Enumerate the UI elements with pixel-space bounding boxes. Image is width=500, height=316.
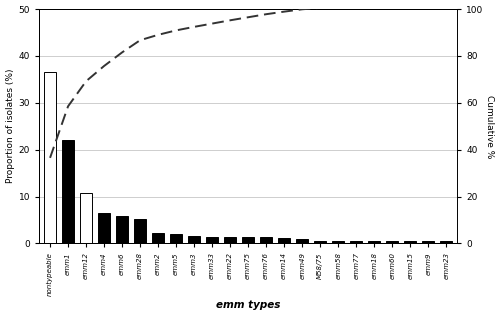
Bar bbox=[206, 237, 218, 243]
Bar bbox=[404, 241, 416, 243]
Bar bbox=[242, 237, 254, 243]
Y-axis label: Cumulative %: Cumulative % bbox=[486, 94, 494, 158]
Bar bbox=[296, 239, 308, 243]
Bar bbox=[62, 140, 74, 243]
Bar bbox=[44, 72, 56, 243]
Bar bbox=[440, 241, 452, 243]
Bar bbox=[260, 237, 272, 243]
Bar bbox=[224, 237, 236, 243]
Bar bbox=[314, 240, 326, 243]
Bar bbox=[188, 236, 200, 243]
X-axis label: emm types: emm types bbox=[216, 301, 280, 310]
Bar bbox=[422, 241, 434, 243]
Bar bbox=[152, 233, 164, 243]
Bar bbox=[350, 240, 362, 243]
Y-axis label: Proportion of isolates (%): Proportion of isolates (%) bbox=[6, 69, 15, 184]
Bar bbox=[386, 241, 398, 243]
Bar bbox=[80, 193, 92, 243]
Bar bbox=[278, 238, 290, 243]
Bar bbox=[98, 213, 110, 243]
Bar bbox=[368, 240, 380, 243]
Bar bbox=[134, 219, 146, 243]
Bar bbox=[116, 216, 128, 243]
Bar bbox=[170, 234, 182, 243]
Bar bbox=[332, 240, 344, 243]
